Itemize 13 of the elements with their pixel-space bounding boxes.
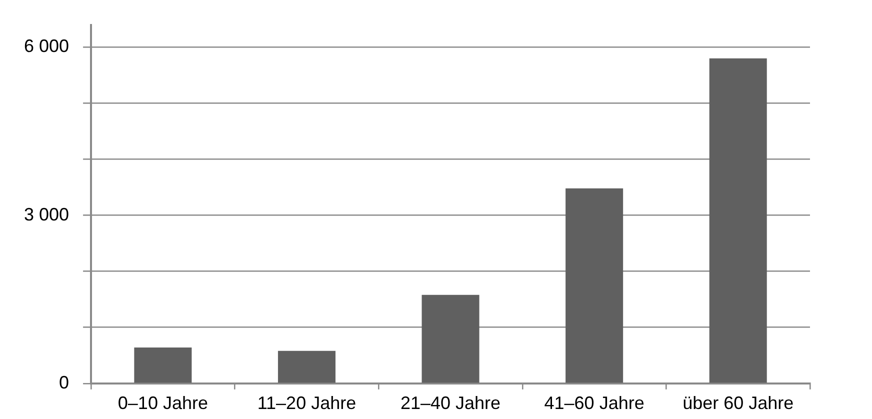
x-tick-label: 21–40 Jahre xyxy=(400,393,501,414)
bar xyxy=(709,58,767,383)
bar xyxy=(566,188,624,383)
x-tick-label: 0–10 Jahre xyxy=(118,393,208,414)
x-tick-label: 41–60 Jahre xyxy=(544,393,644,414)
y-tick-label: 3 000 xyxy=(24,204,70,224)
y-tick-label: 6 000 xyxy=(24,36,70,56)
y-tick-label: 0 xyxy=(59,372,70,392)
bar xyxy=(422,294,480,383)
bar xyxy=(134,348,192,383)
bar xyxy=(278,350,336,383)
x-tick-label: 11–20 Jahre xyxy=(257,393,356,414)
x-tick-label: über 60 Jahre xyxy=(682,393,794,414)
